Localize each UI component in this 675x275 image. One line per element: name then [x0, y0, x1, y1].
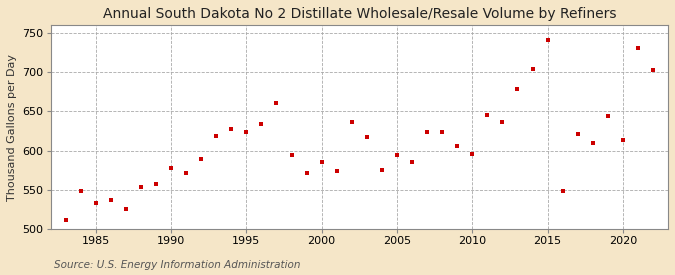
Point: [602, 114, 613, 118]
Point: [422, 130, 433, 134]
Point: [105, 198, 116, 202]
Point: [632, 45, 643, 50]
Point: [151, 181, 161, 186]
Point: [60, 218, 71, 223]
Point: [136, 185, 146, 190]
Title: Annual South Dakota No 2 Distillate Wholesale/Resale Volume by Refiners: Annual South Dakota No 2 Distillate Whol…: [103, 7, 616, 21]
Point: [467, 152, 478, 157]
Point: [452, 144, 462, 148]
Y-axis label: Thousand Gallons per Day: Thousand Gallons per Day: [7, 54, 17, 200]
Point: [317, 159, 327, 164]
Point: [647, 67, 658, 72]
Point: [497, 120, 508, 125]
Point: [437, 130, 448, 134]
Point: [542, 38, 553, 42]
Point: [256, 122, 267, 126]
Point: [527, 67, 538, 71]
Point: [406, 159, 417, 164]
Point: [211, 134, 221, 139]
Point: [572, 132, 583, 136]
Point: [482, 113, 493, 117]
Point: [196, 157, 207, 161]
Point: [377, 168, 387, 172]
Point: [392, 153, 402, 158]
Point: [90, 201, 101, 205]
Point: [512, 86, 523, 91]
Point: [558, 188, 568, 193]
Point: [587, 141, 598, 146]
Point: [618, 138, 628, 142]
Text: Source: U.S. Energy Information Administration: Source: U.S. Energy Information Administ…: [54, 260, 300, 270]
Point: [120, 207, 131, 212]
Point: [361, 135, 372, 139]
Point: [286, 153, 297, 158]
Point: [241, 130, 252, 134]
Point: [165, 166, 176, 170]
Point: [226, 126, 237, 131]
Point: [331, 169, 342, 173]
Point: [271, 101, 282, 106]
Point: [181, 171, 192, 175]
Point: [346, 120, 357, 125]
Point: [76, 188, 86, 193]
Point: [301, 170, 312, 175]
